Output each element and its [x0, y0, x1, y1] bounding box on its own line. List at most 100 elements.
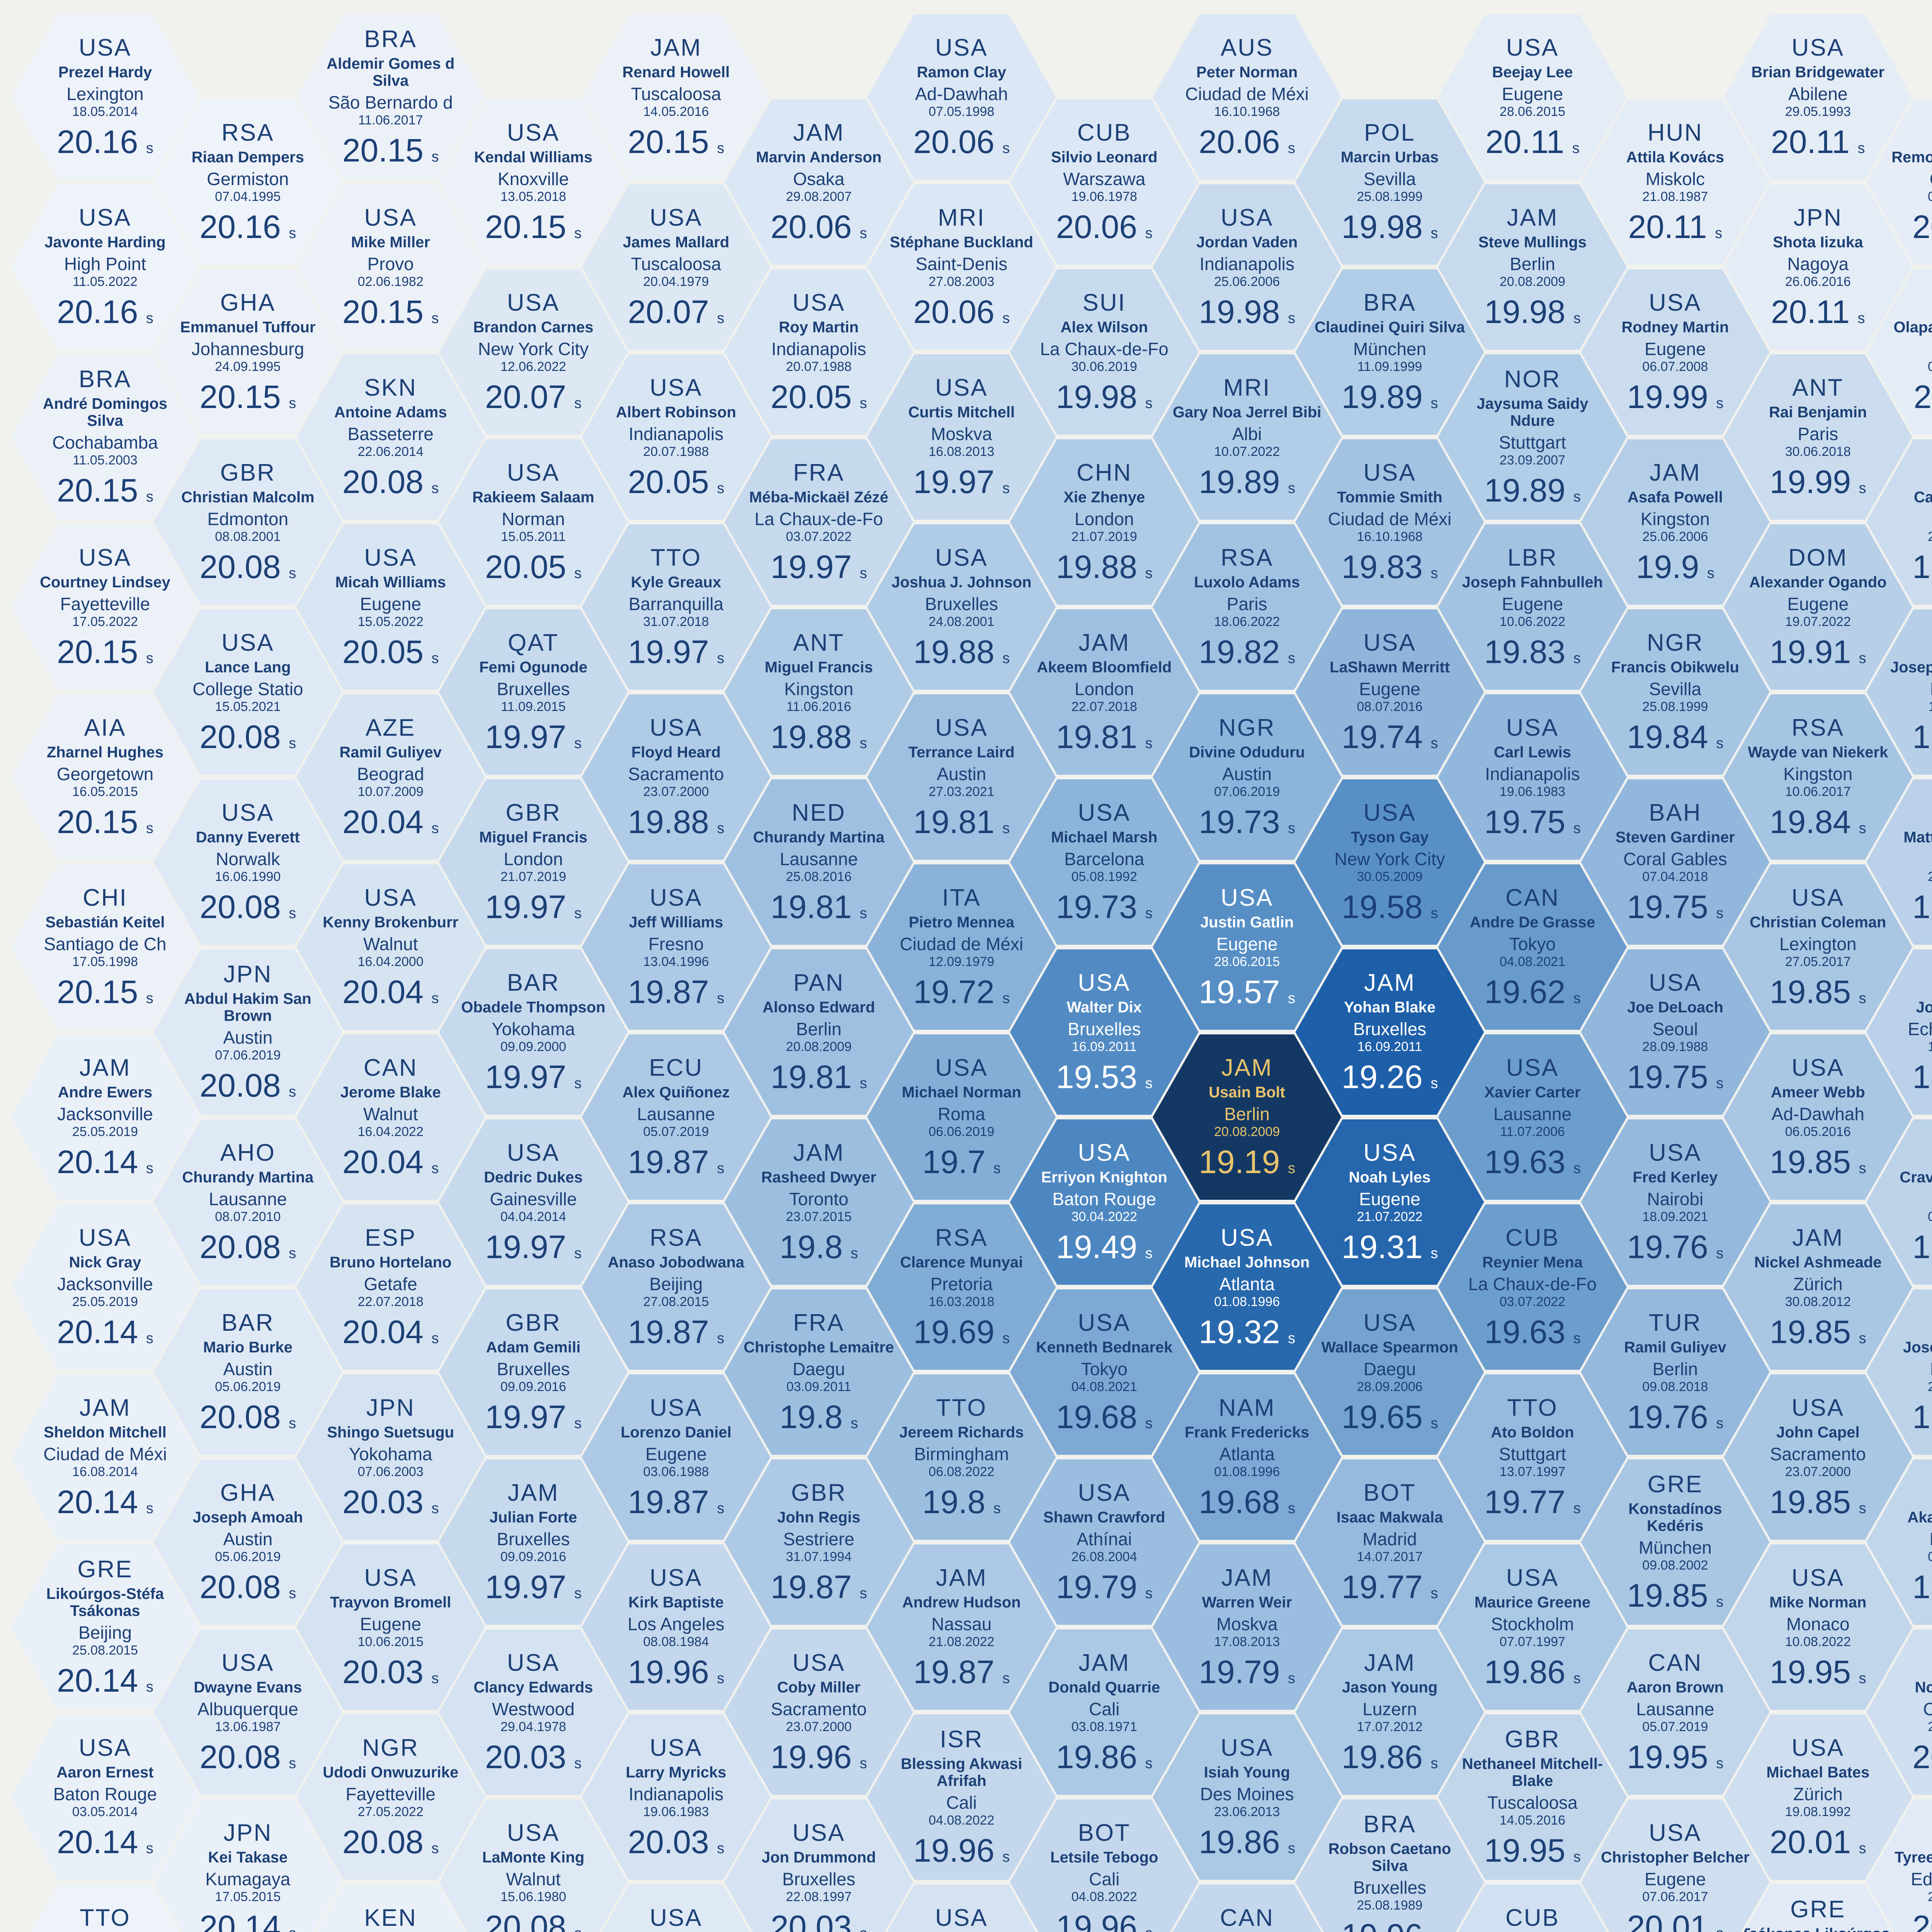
- time-value: 20.04 s: [342, 1313, 439, 1350]
- athlete-name: Jaysuma Saidy Ndure: [1476, 395, 1588, 430]
- time-unit-label: s: [570, 1585, 582, 1602]
- athlete-name: Olapade Adeniken: [1893, 319, 1932, 336]
- time-value: 19.8 s: [779, 1398, 858, 1435]
- race-date: 09.08.2018: [1642, 1379, 1708, 1394]
- country-code: USA: [1791, 1395, 1845, 1422]
- venue-city: Miskolc: [1645, 169, 1705, 189]
- time-value: 20.08 s: [199, 718, 296, 755]
- time-unit-label: s: [1569, 488, 1581, 505]
- race-date: 12.09.1979: [929, 954, 995, 969]
- country-code: CAN: [363, 1054, 418, 1082]
- time-value: 20.08 s: [199, 1067, 296, 1104]
- race-date: 21.04.2018: [1928, 1719, 1932, 1734]
- venue-city: Tokyo: [1509, 934, 1556, 954]
- country-code: USA: [507, 119, 560, 146]
- venue-city: Kingston: [784, 679, 854, 699]
- country-code: NED: [792, 799, 846, 827]
- athlete-name: Divine Oduduru: [1189, 744, 1305, 761]
- race-date: 27.03.2021: [929, 784, 995, 799]
- hex-tile: ANT Miguel Francis Kingston 11.06.2016 19.88…: [724, 609, 913, 775]
- country-code: JAM: [79, 1054, 131, 1082]
- country-code: BOT: [1363, 1480, 1416, 1507]
- athlete-name: Maurice Greene: [1474, 1594, 1591, 1611]
- time-value: 20.08 s: [199, 888, 296, 925]
- hex-tile: JPN Shota Iizuka Nagoya 26.06.2016 20.11 s: [1723, 184, 1912, 350]
- venue-city: Eugene: [1359, 679, 1420, 699]
- athlete-name: Joe DeLoach: [1627, 999, 1723, 1016]
- venue-city: Eugene: [1645, 339, 1706, 359]
- race-date: 30.06.2019: [1071, 359, 1137, 374]
- country-code: USA: [78, 544, 132, 571]
- time-value: 19.88 s: [1056, 548, 1153, 585]
- time-unit-label: s: [1569, 1500, 1581, 1517]
- time-unit-label: s: [284, 735, 296, 752]
- venue-city: Paris: [1798, 424, 1838, 444]
- time-value: 19.62 s: [1484, 973, 1581, 1010]
- venue-city: Cali: [1089, 1699, 1120, 1719]
- venue-city: Norwalk: [216, 849, 280, 869]
- hex-tile: USA Brian Bridgewater Abilene 29.05.1993 20.…: [1723, 14, 1912, 180]
- time-value: 20.03 s: [485, 1738, 582, 1775]
- country-code: USA: [1363, 1310, 1416, 1337]
- race-date: 17.05.2022: [72, 614, 138, 629]
- race-date: 01.08.1996: [1214, 1294, 1280, 1309]
- time-value: 19.96 s: [1342, 1919, 1438, 1932]
- race-date: 11.09.2015: [501, 699, 566, 714]
- race-date: 31.07.2018: [643, 614, 709, 629]
- time-unit-label: s: [427, 1500, 439, 1517]
- time-value: 19.77 s: [1484, 1483, 1581, 1520]
- race-date: 11.07.2006: [1500, 1124, 1565, 1139]
- race-date: 07.04.1995: [215, 189, 281, 204]
- time-value: 19.72 s: [913, 973, 1010, 1010]
- country-code: USA: [650, 1905, 702, 1932]
- country-code: RSA: [1791, 714, 1845, 742]
- time-unit-label: s: [1855, 480, 1866, 497]
- time-value: 19.81 s: [1056, 718, 1153, 755]
- country-code: CUB: [1505, 1225, 1560, 1252]
- time-unit-label: s: [284, 225, 296, 242]
- hex-tile: JAM Donald Quarrie Cali 03.08.1971 19.86 s: [1010, 1629, 1199, 1795]
- race-date: 04.08.2021: [1499, 954, 1566, 969]
- time-unit-label: s: [1284, 1840, 1296, 1857]
- venue-city: Eugene: [1930, 680, 1932, 699]
- time-unit-label: s: [1855, 1840, 1866, 1857]
- race-date: 29.04.1978: [500, 1719, 566, 1734]
- venue-city: Seoul: [1652, 1019, 1698, 1039]
- time-unit-label: s: [427, 1670, 439, 1687]
- athlete-name: Wayde van Niekerk: [1748, 744, 1888, 761]
- race-date: 07.06.2017: [1642, 1889, 1708, 1904]
- venue-city: Pretoria: [930, 1274, 993, 1294]
- country-code: BOT: [1078, 1820, 1131, 1847]
- time-value: 20.09 s: [1912, 1908, 1932, 1932]
- athlete-name: Ameer Webb: [1770, 1084, 1865, 1101]
- athlete-name: Renard Howell: [622, 64, 730, 81]
- athlete-name: Coby Miller: [777, 1679, 861, 1696]
- time-unit-label: s: [1426, 905, 1438, 922]
- race-date: 12.09.1968: [1928, 1039, 1932, 1054]
- venue-city: Tuscaloosa: [631, 254, 721, 274]
- race-date: 16.05.2015: [72, 784, 138, 799]
- athlete-name: Kendal Williams: [474, 149, 593, 166]
- race-date: 09.08.2002: [1642, 1558, 1708, 1573]
- venue-city: Gainesville: [490, 1189, 577, 1209]
- time-value: 19.96 s: [628, 1653, 724, 1690]
- country-code: ANT: [793, 629, 845, 656]
- venue-city: Kingston: [1783, 764, 1853, 784]
- athlete-name: Warren Weir: [1202, 1594, 1292, 1611]
- country-code: TUR: [1649, 1310, 1702, 1337]
- country-code: USA: [507, 459, 560, 486]
- race-date: 10.06.2017: [1785, 784, 1851, 799]
- race-date: 14.05.2016: [643, 104, 709, 119]
- time-unit-label: s: [1569, 820, 1581, 837]
- time-value: 19.8 s: [922, 1483, 1001, 1520]
- country-code: USA: [1220, 1735, 1274, 1762]
- race-date: 20.08.2009: [1214, 1124, 1280, 1139]
- time-unit-label: s: [855, 905, 867, 922]
- race-date: 15.05.2011: [501, 529, 566, 544]
- race-date: 14.07.2017: [1357, 1549, 1423, 1564]
- country-code: GHA: [220, 289, 276, 316]
- venue-city: Warszawa: [1063, 169, 1146, 189]
- venue-city: Birmingham: [914, 1444, 1009, 1464]
- time-value: 19.89 s: [1199, 463, 1296, 500]
- venue-city: Eugene: [1359, 1189, 1420, 1209]
